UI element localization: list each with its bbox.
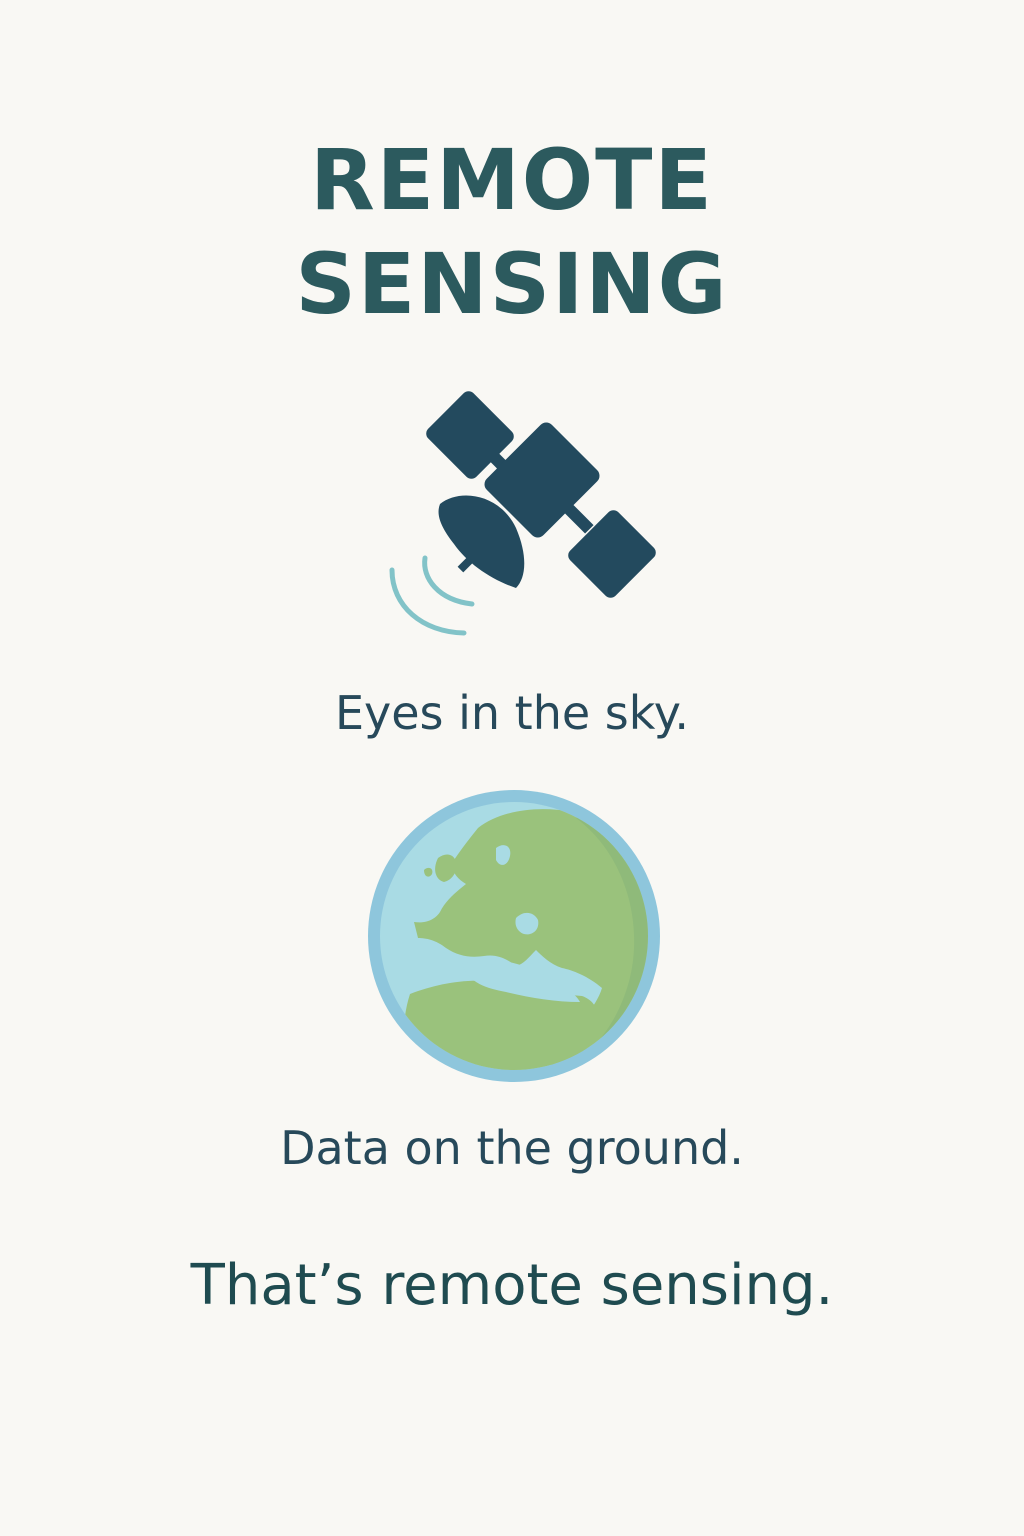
satellite-icon: [389, 391, 656, 636]
tagline-ground: Data on the ground.: [280, 1121, 744, 1175]
earth-globe-icon: [368, 790, 660, 1082]
land-british-isles: [435, 854, 457, 882]
solar-panel-lower-icon: [568, 510, 656, 598]
closing-statement: That’s remote sensing.: [190, 1253, 834, 1318]
tagline-sky: Eyes in the sky.: [334, 686, 690, 740]
satellite-body-icon: [484, 422, 600, 538]
satellite-dish-icon: [438, 495, 525, 588]
title-line-1: REMOTE: [310, 131, 714, 229]
signal-waves-icon: [389, 555, 475, 636]
title-line-2: SENSING: [295, 235, 729, 333]
page-title: REMOTE SENSING: [0, 128, 1024, 336]
